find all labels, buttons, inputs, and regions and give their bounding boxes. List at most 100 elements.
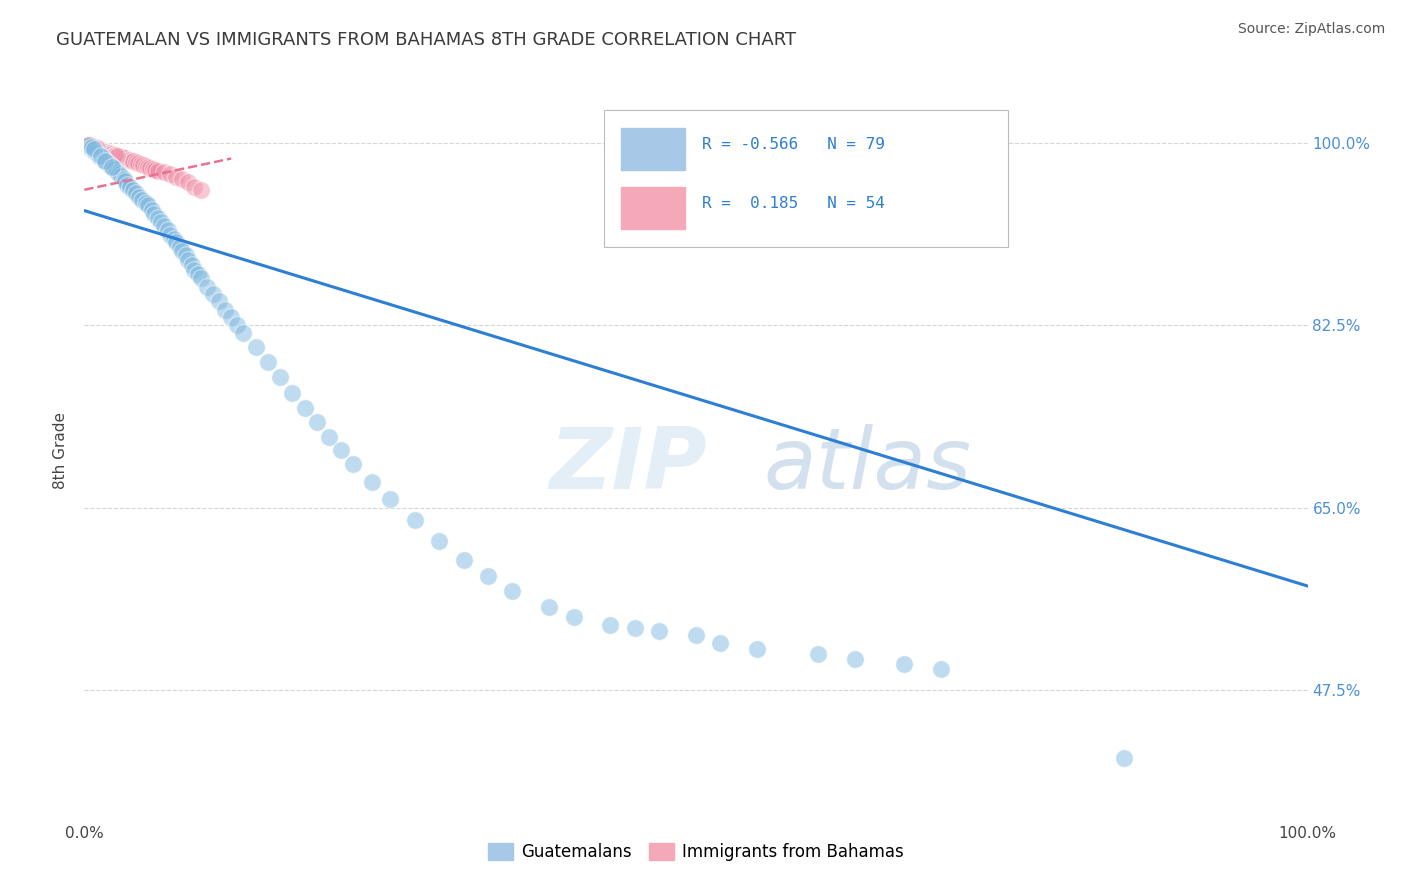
Point [624, 621, 647, 635]
Point [281, 386, 304, 401]
Point [84, 141, 107, 155]
Point [97, 146, 120, 161]
Point [599, 617, 621, 632]
Point [169, 240, 191, 254]
Text: GUATEMALAN VS IMMIGRANTS FROM BAHAMAS 8TH GRADE CORRELATION CHART: GUATEMALAN VS IMMIGRANTS FROM BAHAMAS 8T… [56, 31, 796, 49]
Point [136, 198, 159, 212]
Y-axis label: 8th Grade: 8th Grade [53, 412, 69, 489]
Point [96, 154, 118, 169]
Point [118, 179, 141, 194]
Point [330, 443, 353, 458]
Point [150, 215, 173, 229]
Point [165, 170, 187, 185]
Point [112, 152, 135, 166]
Point [94, 145, 117, 160]
Point [98, 146, 121, 161]
Point [79, 137, 101, 152]
Point [226, 318, 249, 333]
Point [538, 599, 561, 614]
Point [118, 153, 141, 167]
Point [107, 149, 129, 163]
Point [82, 143, 104, 157]
FancyBboxPatch shape [621, 128, 685, 169]
Point [305, 415, 328, 429]
Point [201, 287, 224, 301]
Point [93, 144, 115, 158]
Point [453, 553, 475, 567]
Point [177, 252, 200, 267]
Point [172, 244, 194, 259]
Point [177, 176, 200, 190]
FancyBboxPatch shape [605, 110, 1008, 247]
Point [153, 219, 176, 234]
Point [183, 263, 205, 277]
Point [80, 140, 103, 154]
Point [122, 153, 145, 168]
Point [90, 143, 112, 157]
Point [502, 584, 524, 599]
Point [163, 232, 186, 246]
Point [893, 657, 915, 672]
Point [107, 167, 129, 181]
Point [104, 161, 127, 176]
Point [195, 279, 218, 293]
Point [135, 196, 157, 211]
Point [108, 149, 131, 163]
Text: atlas: atlas [763, 424, 972, 507]
Point [105, 148, 128, 162]
Point [77, 137, 100, 152]
Point [101, 147, 124, 161]
Point [709, 636, 731, 650]
Point [139, 161, 162, 175]
Point [105, 165, 128, 179]
Point [477, 568, 499, 582]
Point [232, 326, 254, 340]
Point [125, 186, 148, 200]
Point [87, 148, 110, 162]
Point [114, 174, 136, 188]
Point [245, 340, 267, 354]
Point [87, 142, 110, 156]
Point [82, 140, 104, 154]
Point [153, 165, 176, 179]
Point [181, 258, 204, 272]
Text: Source: ZipAtlas.com: Source: ZipAtlas.com [1237, 22, 1385, 37]
Point [100, 159, 122, 173]
Point [342, 457, 364, 471]
Point [79, 141, 101, 155]
Point [103, 161, 125, 176]
Point [91, 152, 114, 166]
Point [183, 179, 205, 194]
Point [94, 153, 117, 168]
Point [219, 310, 242, 324]
Point [104, 148, 127, 162]
Point [110, 151, 132, 165]
Point [111, 151, 134, 165]
Point [159, 167, 181, 181]
Point [77, 137, 100, 152]
Point [89, 143, 111, 157]
Point [129, 157, 152, 171]
Point [143, 207, 166, 221]
Point [190, 183, 212, 197]
Point [83, 140, 105, 154]
Point [122, 183, 145, 197]
Point [159, 227, 181, 242]
Point [187, 267, 209, 281]
Point [141, 202, 163, 217]
Point [121, 153, 143, 168]
Point [83, 142, 105, 156]
Point [143, 163, 166, 178]
Point [135, 159, 157, 173]
Point [128, 190, 150, 204]
Point [136, 160, 159, 174]
Point [79, 139, 101, 153]
Point [115, 153, 138, 167]
Point [125, 154, 148, 169]
Point [96, 145, 118, 160]
Point [90, 149, 112, 163]
Point [156, 223, 179, 237]
Point [269, 370, 291, 384]
Point [91, 144, 114, 158]
Point [165, 235, 187, 249]
